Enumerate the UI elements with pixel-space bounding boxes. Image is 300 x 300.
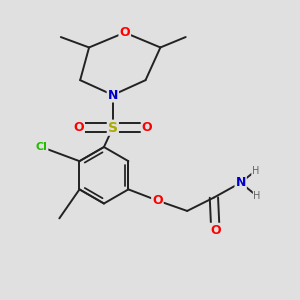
Text: O: O — [119, 26, 130, 39]
Text: H: H — [253, 191, 261, 201]
Text: N: N — [236, 176, 246, 189]
Text: N: N — [108, 88, 118, 101]
Text: Cl: Cl — [36, 142, 47, 152]
Text: O: O — [210, 224, 221, 237]
Text: O: O — [152, 194, 163, 207]
Text: H: H — [252, 166, 259, 176]
Text: O: O — [142, 121, 152, 134]
Text: O: O — [74, 121, 84, 134]
Text: S: S — [108, 121, 118, 135]
